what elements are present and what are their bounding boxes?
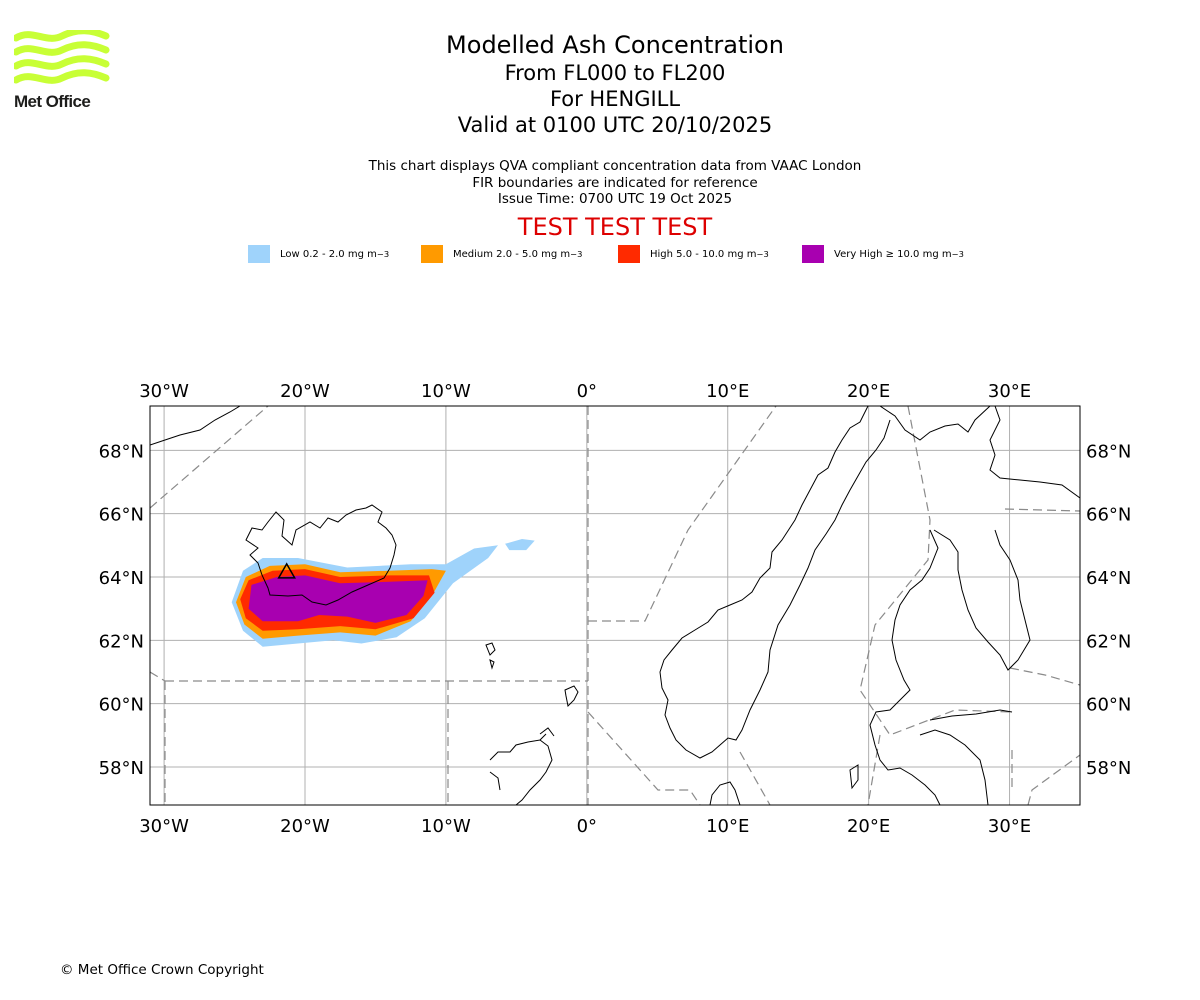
map-frame — [149, 405, 1081, 806]
coastline-shetland — [564, 685, 579, 708]
coastline-sweden — [869, 529, 941, 805]
lon-label-bottom: 0° — [577, 816, 597, 837]
legend-swatch-high — [618, 245, 640, 263]
flight-level-range: From FL000 to FL200 — [504, 61, 726, 85]
legend-label-very-high: Very High ≥ 10.0 mg m — [834, 248, 952, 260]
fir-boundary-line — [739, 751, 771, 805]
lon-label-bottom: 30°E — [988, 816, 1031, 837]
met-office-logo-text: Met Office — [14, 92, 91, 111]
lon-label-top: 0° — [577, 381, 597, 402]
subtitle-line-fir: FIR boundaries are indicated for referen… — [472, 174, 758, 191]
fir-boundary-line — [867, 734, 881, 805]
legend-unit-exponent: −3 — [570, 249, 583, 259]
legend-unit-exponent: −3 — [376, 249, 390, 259]
fir-boundary-line — [1009, 667, 1080, 686]
lon-label-bottom: 20°W — [280, 816, 330, 837]
coastline-gotland — [849, 764, 859, 790]
volcano-name: For HENGILL — [549, 87, 681, 111]
coastline-denmark — [709, 781, 741, 805]
ash-area-low — [505, 539, 535, 551]
lat-label-right: 64°N — [1086, 568, 1131, 589]
lat-label-right: 68°N — [1086, 441, 1131, 462]
legend-swatch-very-high — [802, 245, 824, 263]
lat-label-right: 62°N — [1086, 631, 1131, 652]
fir-boundary-line — [1027, 754, 1080, 805]
legend-unit-exponent: −3 — [756, 249, 769, 259]
lat-label-left: 60°N — [99, 695, 144, 716]
subtitle-block: This chart displays QVA compliant concen… — [0, 158, 1200, 208]
met-office-logo: Met Office — [12, 27, 110, 112]
lat-label-right: 60°N — [1086, 695, 1131, 716]
ash-area-very-high — [248, 575, 428, 623]
legend-label-medium: Medium 2.0 - 5.0 mg m — [453, 248, 571, 260]
legend-label-low: Low 0.2 - 2.0 mg m — [280, 248, 377, 260]
legend-item-medium: Medium 2.0 - 5.0 mg m −3 — [421, 244, 582, 264]
lon-label-top: 10°W — [421, 381, 471, 402]
legend-item-very-high: Very High ≥ 10.0 mg m −3 — [802, 244, 964, 264]
coastline-finland — [933, 529, 1031, 671]
legend-item-high: High 5.0 - 10.0 mg m −3 — [618, 244, 769, 264]
coastline-faroe — [485, 642, 496, 670]
test-banner: TEST TEST TEST — [517, 213, 713, 241]
lon-label-bottom: 10°W — [421, 816, 471, 837]
lat-label-left: 66°N — [99, 505, 144, 526]
coastline-norway — [659, 406, 1080, 759]
fir-boundary-line — [859, 406, 1013, 736]
lon-label-top: 20°W — [280, 381, 330, 402]
coastline-iceland — [245, 504, 397, 606]
fir-boundary-line — [150, 671, 166, 682]
fir-boundaries — [150, 406, 1080, 805]
legend-unit-exponent: −3 — [951, 249, 964, 259]
lat-label-left: 62°N — [99, 631, 144, 652]
met-office-logo-waves-icon — [12, 27, 110, 84]
lon-label-bottom: 20°E — [847, 816, 890, 837]
coastline-estonia — [919, 709, 1013, 805]
coastlines — [150, 406, 1080, 805]
ash-concentration-layer — [231, 539, 535, 647]
copyright: © Met Office Crown Copyright — [60, 962, 264, 978]
lat-label-right: 58°N — [1086, 758, 1131, 779]
fir-boundary-line — [150, 406, 269, 509]
lat-label-right: 66°N — [1086, 505, 1131, 526]
coastline-greenland — [150, 406, 241, 446]
legend-item-low: Low 0.2 - 2.0 mg m −3 — [248, 244, 389, 264]
fir-boundary-line — [1004, 508, 1080, 512]
valid-time: Valid at 0100 UTC 20/10/2025 — [457, 113, 773, 137]
coastline-scotland — [489, 727, 555, 805]
lat-label-left: 58°N — [99, 758, 144, 779]
lon-label-bottom: 30°W — [139, 816, 189, 837]
lat-label-left: 64°N — [99, 568, 144, 589]
chart-title: Modelled Ash Concentration — [446, 31, 784, 59]
subtitle-line-qva: This chart displays QVA compliant concen… — [368, 158, 862, 174]
lon-label-top: 30°W — [139, 381, 189, 402]
axis-labels: 30°W 30°W 20°W 20°W 10°W 10°W 0° 0° 10°E 10°E 20°E… — [99, 381, 1132, 837]
fir-boundary-line — [588, 406, 777, 622]
lon-label-top: 20°E — [847, 381, 890, 402]
lon-label-top: 30°E — [988, 381, 1031, 402]
lat-label-left: 68°N — [99, 441, 144, 462]
legend-swatch-low — [248, 245, 270, 263]
volcano-marker-icon — [277, 562, 296, 579]
issue-time: Issue Time: 0700 UTC 19 Oct 2025 — [497, 191, 733, 207]
fir-boundary-line — [587, 711, 701, 805]
lon-label-bottom: 10°E — [706, 816, 749, 837]
lon-label-top: 10°E — [706, 381, 749, 402]
legend-label-high: High 5.0 - 10.0 mg m — [650, 248, 757, 260]
legend-swatch-medium — [421, 245, 443, 263]
title-block: Modelled Ash Concentration From FL000 to… — [0, 30, 1200, 138]
